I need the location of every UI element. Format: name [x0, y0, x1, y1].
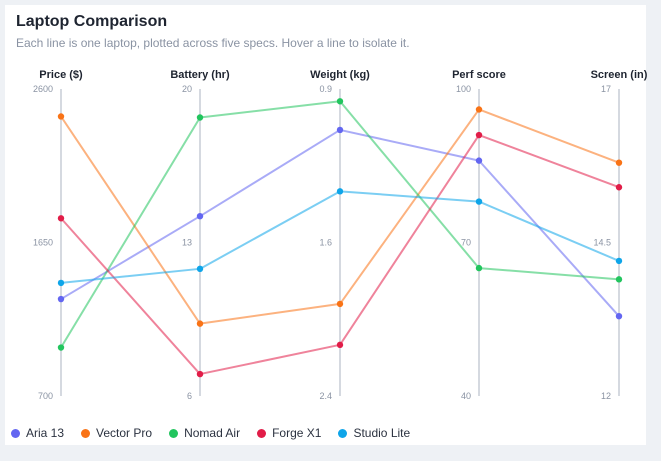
data-point: [196, 212, 204, 220]
axis-tick-label: 1650: [33, 238, 53, 248]
axis-label: Perf score: [452, 69, 506, 81]
data-point: [615, 312, 623, 320]
axis-tick-label: 12: [601, 391, 611, 401]
data-point: [196, 320, 204, 327]
data-point: [475, 198, 483, 205]
axis-label: Price ($): [39, 69, 83, 81]
legend-swatch: [169, 428, 179, 438]
legend-label: Vector Pro: [96, 426, 153, 440]
data-point: [475, 106, 483, 113]
axis-tick-label: 40: [461, 391, 471, 401]
legend-label: Forge X1: [272, 426, 322, 440]
axis-label: Screen (in): [591, 69, 648, 81]
legend-label: Nomad Air: [184, 426, 241, 440]
chart-title: Laptop Comparison: [16, 13, 168, 30]
axis-tick-label: 0.9: [319, 84, 332, 94]
data-point: [615, 159, 623, 166]
legend-swatch: [338, 428, 348, 438]
legend-item[interactable]: Aria 13: [11, 426, 64, 440]
data-point: [615, 276, 623, 283]
axis-tick-label: 700: [38, 391, 53, 401]
legend-label: Studio Lite: [353, 426, 411, 440]
data-point: [57, 295, 65, 303]
axis-tick-label: 13: [182, 238, 192, 248]
axis-tick-label: 20: [182, 84, 192, 94]
data-point: [196, 114, 204, 121]
chart-subtitle: Each line is one laptop, plotted across …: [16, 36, 410, 50]
data-point: [336, 98, 344, 105]
legend-item[interactable]: Nomad Air: [169, 426, 240, 440]
legend-item[interactable]: Vector Pro: [81, 426, 152, 440]
axis-label: Battery (hr): [170, 69, 230, 81]
data-point: [615, 184, 623, 191]
data-point: [57, 215, 65, 222]
data-point: [57, 113, 65, 120]
data-point: [196, 265, 204, 273]
axis-tick-label: 1.6: [319, 238, 332, 248]
data-point: [57, 279, 65, 287]
legend-item[interactable]: Studio Lite: [338, 426, 410, 440]
axis-tick-label: 100: [456, 84, 471, 94]
data-point: [57, 344, 65, 351]
data-point: [615, 257, 623, 265]
axis-tick-label: 2.4: [319, 391, 332, 401]
legend-swatch: [257, 428, 267, 438]
legend-swatch: [81, 428, 91, 438]
data-point: [475, 157, 483, 164]
axis-label: Weight (kg): [310, 69, 370, 81]
data-point: [336, 126, 344, 134]
axis-tick-label: 2600: [33, 84, 53, 94]
axis-tick-label: 17: [601, 84, 611, 94]
chart-card: Laptop Comparison Each line is one lapto…: [5, 5, 646, 445]
data-point: [475, 264, 483, 272]
legend-item[interactable]: Forge X1: [257, 426, 321, 440]
axis-tick-label: 14.5: [593, 238, 611, 248]
data-point: [475, 131, 483, 139]
legend-label: Aria 13: [26, 426, 65, 440]
legend-swatch: [11, 428, 20, 438]
data-point: [336, 188, 344, 195]
data-point: [336, 300, 344, 308]
axis-tick-label: 6: [187, 391, 192, 401]
data-point: [336, 341, 344, 349]
data-point: [196, 370, 204, 378]
chart-legend: Aria 13 Vector Pro Nomad Air Forge X1 Studio…: [11, 426, 427, 440]
axis-tick-label: 70: [461, 238, 471, 248]
